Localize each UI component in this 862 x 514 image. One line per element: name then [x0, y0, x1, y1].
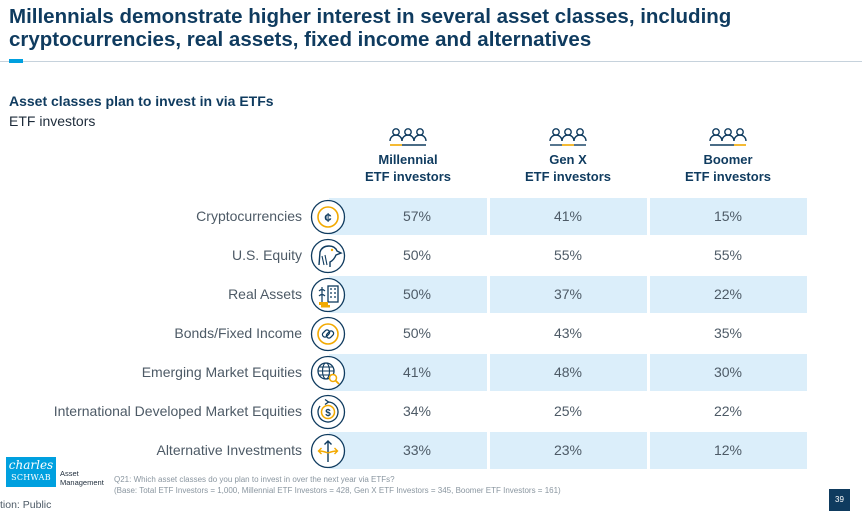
row-label: Real Assets [228, 286, 302, 302]
column-header-line1: Millennial [378, 152, 438, 167]
table-cell: 50% [402, 247, 432, 263]
table-cell: 25% [553, 403, 583, 419]
table-cell: 34% [402, 403, 432, 419]
dollar-cycle-icon: $ [310, 394, 346, 430]
table-cell: 12% [649, 432, 807, 469]
row-label: Cryptocurrencies [196, 208, 302, 224]
table-cell: 50% [402, 325, 432, 341]
schwab-logo: charles SCHWAB [6, 457, 56, 487]
table-cell: 41% [329, 354, 487, 391]
people-group-icon [549, 128, 587, 146]
page-number: 39 [829, 489, 850, 511]
table-cell: 37% [489, 276, 647, 313]
table-row: 50% 37% 22% Real Assets [0, 276, 862, 313]
logo-text-charles: charles [8, 458, 54, 472]
crypto-coin-icon: ¢ [310, 199, 346, 235]
table-row: 41% 48% 30% Emerging Market Equities [0, 354, 862, 391]
table-cell: 15% [649, 198, 807, 235]
row-label: Emerging Market Equities [141, 364, 302, 380]
bond-link-icon [310, 316, 346, 352]
footnote-base: (Base: Total ETF Investors = 1,000, Mill… [114, 486, 561, 495]
column-header-line1: Boomer [703, 152, 753, 167]
column-header-line2: ETF investors [525, 169, 611, 184]
row-label: Bonds/Fixed Income [174, 325, 302, 341]
table-cell: 43% [553, 325, 583, 341]
svg-text:$: $ [325, 408, 331, 419]
logo-text-schwab: SCHWAB [11, 473, 51, 482]
classification-label: tion: Public [0, 499, 52, 511]
diverging-arrows-icon [310, 433, 346, 469]
table-cell: 22% [649, 276, 807, 313]
table-cell: 48% [489, 354, 647, 391]
title-divider [0, 61, 862, 62]
table-cell: 30% [649, 354, 807, 391]
section-subtitle: Asset classes plan to invest in via ETFs [9, 93, 274, 109]
footnote: Q21: Which asset classes do you plan to … [114, 474, 561, 496]
table-cell: 35% [713, 325, 743, 341]
logo-side-line2: Management [60, 478, 104, 487]
table-row: 50% 43% 35% Bonds/Fixed Income [0, 315, 862, 352]
column-header-genx: Gen X ETF investors [489, 127, 647, 185]
table-cell: 41% [489, 198, 647, 235]
column-header-millennial: Millennial ETF investors [329, 127, 487, 185]
table-cell: 22% [713, 403, 743, 419]
table-cell: 55% [713, 247, 743, 263]
table-cell: 55% [553, 247, 583, 263]
logo-side-line1: Asset [60, 469, 79, 478]
people-group-icon [709, 128, 747, 146]
column-header-line2: ETF investors [365, 169, 451, 184]
column-header-boomer: Boomer ETF investors [649, 127, 807, 185]
people-group-icon [389, 128, 427, 146]
table-row: 57% 41% 15% Cryptocurrencies ¢ [0, 198, 862, 235]
table-row: 34% 25% 22% International Developed Mark… [0, 393, 862, 430]
page-title: Millennials demonstrate higher interest … [9, 5, 732, 51]
column-divider [648, 198, 650, 469]
title-accent-bar [9, 59, 23, 63]
column-header-line2: ETF investors [685, 169, 771, 184]
column-header-line1: Gen X [549, 152, 587, 167]
row-label: Alternative Investments [156, 442, 302, 458]
column-divider [488, 198, 490, 469]
table-row: 33% 23% 12% Alternative Investments [0, 432, 862, 469]
globe-search-icon [310, 355, 346, 391]
table-cell: 50% [329, 276, 487, 313]
footnote-question: Q21: Which asset classes do you plan to … [114, 475, 395, 484]
row-label: International Developed Market Equities [53, 403, 302, 419]
svg-text:¢: ¢ [324, 210, 331, 225]
row-label: U.S. Equity [231, 247, 302, 263]
logo-division-label: Asset Management [60, 469, 104, 487]
table-cell: 33% [329, 432, 487, 469]
eagle-icon [310, 238, 346, 274]
table-row: 50% 55% 55% U.S. Equity [0, 237, 862, 274]
table-cell: 23% [489, 432, 647, 469]
section-caption: ETF investors [9, 113, 96, 129]
real-assets-icon [310, 277, 346, 313]
table-cell: 57% [329, 198, 487, 235]
